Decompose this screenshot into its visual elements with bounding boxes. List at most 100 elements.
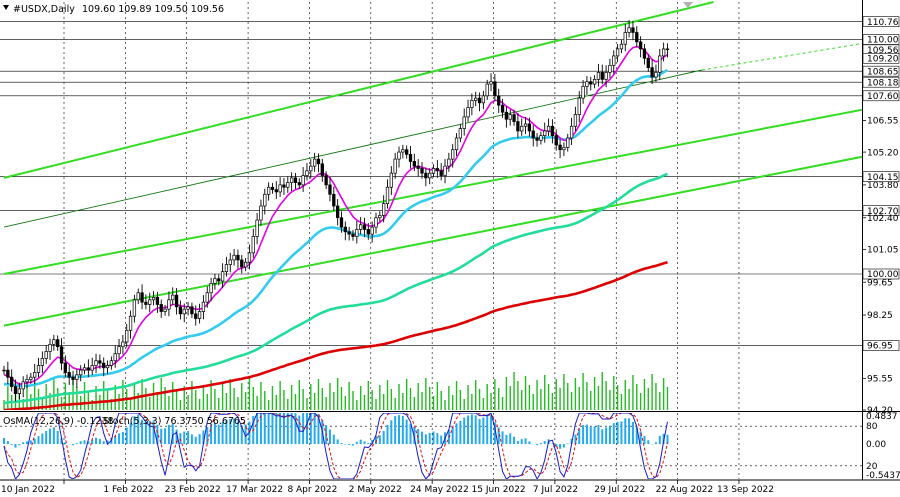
candle-body	[566, 137, 570, 148]
candle	[385, 179, 390, 209]
candle-body	[197, 311, 202, 319]
price-tick-label: 104.15	[867, 173, 899, 183]
candle-body	[220, 271, 225, 282]
candle	[451, 144, 455, 168]
candle	[178, 300, 183, 320]
candle	[224, 256, 229, 277]
candle	[44, 345, 48, 365]
candle	[466, 99, 470, 122]
dropdown-triangle-icon[interactable]	[3, 5, 9, 10]
candle	[36, 357, 41, 378]
candle-body	[67, 372, 71, 378]
candle-body	[485, 83, 489, 97]
candle	[289, 172, 294, 191]
candle	[504, 106, 509, 128]
candle-body	[209, 283, 213, 294]
candle	[13, 379, 18, 402]
candle-body	[508, 114, 512, 120]
candle-body	[205, 292, 209, 303]
price-tick-label: 110.00	[867, 36, 899, 46]
candle-body	[654, 71, 658, 78]
candle-body	[320, 163, 324, 176]
candle	[516, 113, 520, 138]
price-tick-label: 110.76	[867, 18, 899, 28]
candle-body	[608, 64, 612, 73]
candle	[33, 364, 37, 385]
candle-body	[328, 184, 332, 195]
candle-body	[401, 149, 405, 153]
candle-body	[236, 254, 240, 261]
candle	[56, 335, 60, 351]
candle-body	[48, 343, 52, 352]
candle	[615, 43, 620, 63]
candle-body	[447, 158, 451, 167]
candle-body	[305, 170, 309, 176]
candle	[151, 291, 156, 306]
candle	[481, 90, 486, 110]
candle-body	[2, 369, 6, 372]
candle	[236, 249, 240, 269]
candle	[638, 36, 643, 58]
time-tick-label: 23 Feb 2022	[165, 485, 221, 495]
candle	[428, 168, 432, 185]
time-tick-label: 2 May 2022	[349, 485, 402, 495]
candle	[339, 211, 344, 233]
candle-body	[132, 299, 137, 317]
candle	[351, 229, 355, 241]
candle	[596, 63, 601, 87]
candle-body	[163, 308, 167, 312]
candle	[508, 109, 512, 126]
candle	[25, 374, 29, 389]
candle-body	[36, 365, 41, 373]
time-tick-label: 29 Jul 2022	[594, 485, 645, 495]
candle-body	[569, 125, 574, 139]
candle-body	[266, 186, 271, 195]
scroll-marker-icon[interactable]	[683, 2, 693, 8]
candle-body	[324, 175, 328, 186]
candle	[312, 152, 317, 172]
price-label-box	[862, 340, 900, 351]
time-tick-label: 8 Apr 2022	[287, 485, 337, 495]
candle-body	[604, 71, 608, 80]
stoch-label: Stoch(5,3,3) 76.3750 56.6765	[103, 416, 246, 427]
price-tick-label: 107.60	[867, 92, 899, 102]
candle	[194, 305, 198, 326]
price-tick-label: 99.65	[867, 278, 893, 288]
price-tick-label: 109.56	[867, 46, 899, 56]
candle	[167, 291, 171, 317]
osma-label: OsMA(12,26,9) -0.1238	[3, 416, 113, 427]
candle	[600, 64, 604, 85]
price-label-box	[862, 171, 900, 182]
candle-body	[424, 172, 428, 179]
ohlc-values: 109.60 109.89 109.50 109.56	[82, 4, 224, 15]
candle-body	[44, 351, 48, 359]
price-tick-label: 108.65	[867, 67, 899, 77]
candle	[2, 365, 6, 375]
candle	[75, 369, 79, 388]
candle-body	[63, 362, 68, 373]
stoch-main-line	[3, 413, 668, 479]
candle	[140, 284, 144, 310]
price-tick-label: 103.80	[867, 181, 899, 191]
candle-body	[228, 259, 232, 265]
candle	[631, 20, 635, 41]
candle	[424, 167, 428, 187]
candle-body	[470, 100, 474, 108]
candle-body	[301, 175, 305, 186]
candle-body	[105, 365, 110, 369]
candle-body	[232, 254, 236, 261]
candle	[40, 351, 44, 374]
candle	[619, 39, 624, 54]
candle	[397, 146, 401, 168]
candle-body	[382, 203, 386, 216]
candle	[420, 162, 424, 179]
candle	[109, 356, 114, 370]
candle-body	[646, 57, 650, 69]
candle-body	[416, 165, 420, 169]
candle-body	[481, 95, 486, 104]
candle	[408, 145, 413, 169]
candle-body	[109, 360, 114, 366]
candle	[374, 212, 378, 234]
candle-body	[619, 43, 624, 50]
time-tick-label: 13 Sep 2022	[717, 485, 774, 495]
